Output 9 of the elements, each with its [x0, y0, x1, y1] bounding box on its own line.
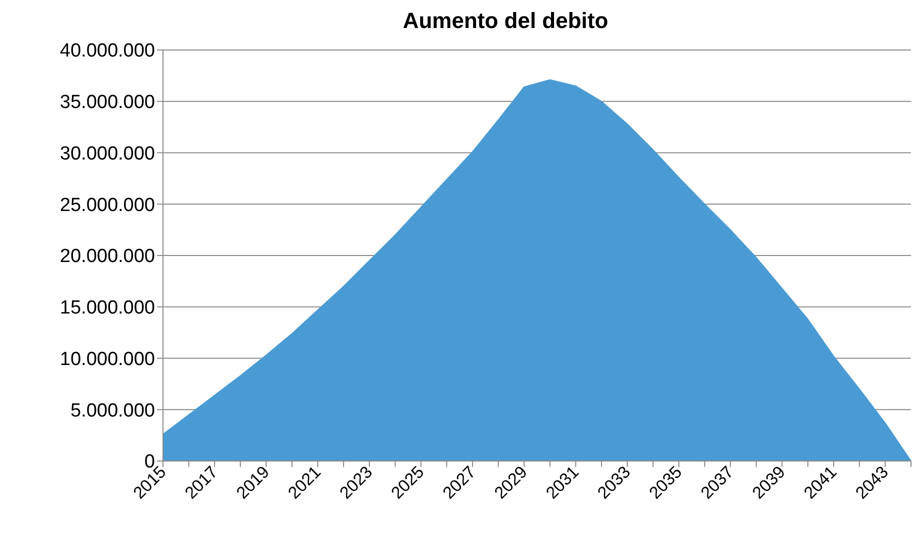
y-tick-label: 10.000.000 [60, 348, 155, 370]
y-tick-label: 30.000.000 [60, 143, 155, 164]
chart-title: Aumento del debito [402, 8, 610, 35]
y-tick-label: 5.000.000 [70, 400, 155, 422]
y-tick-label: 15.000.000 [60, 298, 155, 319]
y-tick-label: 40.000.000 [60, 40, 155, 62]
y-tick-label: 25.000.000 [60, 194, 155, 216]
y-tick-label: 20.000.000 [60, 246, 155, 268]
y-tick-label: 35.000.000 [60, 92, 155, 114]
